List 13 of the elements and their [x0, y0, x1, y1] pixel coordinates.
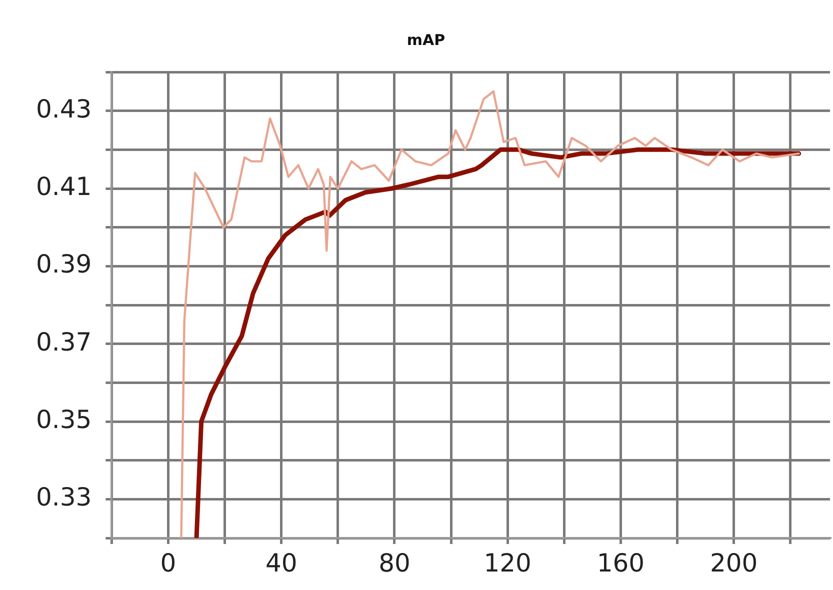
x-tick-label: 80	[378, 548, 410, 578]
y-tick-label: 0.41	[36, 172, 92, 201]
chart-title: mAP	[406, 30, 446, 49]
y-tick-label: 0.33	[36, 482, 92, 512]
x-tick-label: 120	[484, 548, 532, 578]
y-tick-label: 0.35	[36, 405, 92, 434]
x-tick-label: 160	[596, 548, 645, 578]
x-tick-label: 200	[710, 548, 758, 578]
y-tick-label: 0.37	[36, 327, 92, 356]
x-tick-label: 40	[265, 548, 298, 578]
y-tick-label: 0.43	[36, 94, 92, 124]
x-tick-label: 0	[160, 548, 176, 578]
y-tick-label: 0.39	[36, 250, 92, 279]
